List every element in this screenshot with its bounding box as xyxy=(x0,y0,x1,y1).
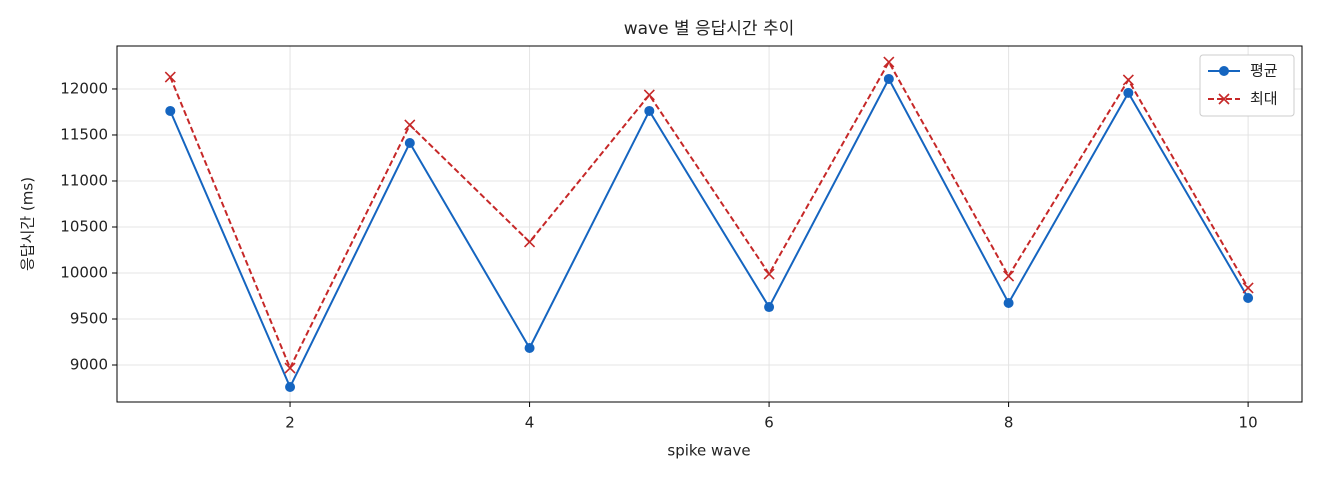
x-tick-label: 6 xyxy=(764,414,774,432)
marker-point xyxy=(644,105,655,116)
legend-label: 최대 xyxy=(1250,90,1278,108)
marker-point xyxy=(1003,297,1014,308)
marker-point xyxy=(1219,66,1229,76)
legend-box xyxy=(1199,54,1295,117)
marker-point xyxy=(165,105,176,116)
marker-x xyxy=(763,268,775,280)
y-tick-label: 11500 xyxy=(60,125,108,143)
x-tick-label: 8 xyxy=(1004,414,1014,432)
marker-point xyxy=(404,137,415,148)
chart-title: wave 별 응답시간 추이 xyxy=(624,19,795,39)
marker-point xyxy=(883,73,894,84)
y-axis-label: 응답시간 (ms) xyxy=(19,177,37,271)
y-tick-label: 10000 xyxy=(60,263,108,281)
marker-x xyxy=(1242,282,1254,294)
x-tick-label: 10 xyxy=(1239,414,1258,432)
legend-label: 평균 xyxy=(1250,62,1278,80)
marker-x xyxy=(883,56,895,68)
y-tick-label: 11000 xyxy=(60,171,108,189)
series-line xyxy=(169,76,1249,390)
marker-x xyxy=(1218,93,1230,105)
x-tick-label: 2 xyxy=(285,414,295,432)
series-line xyxy=(169,59,1249,371)
marker-x xyxy=(523,236,536,248)
marker-point xyxy=(285,382,296,393)
marker-x xyxy=(643,89,655,101)
y-tick-label: 12000 xyxy=(60,79,108,97)
marker-x xyxy=(404,119,416,131)
x-axis-label: spike wave xyxy=(667,442,750,460)
marker-x xyxy=(164,71,176,83)
marker-x xyxy=(284,362,296,374)
y-tick-label: 9500 xyxy=(70,310,108,328)
marker-x xyxy=(1003,270,1015,282)
plot-frame xyxy=(116,45,1303,403)
y-tick-label: 9000 xyxy=(70,356,108,374)
marker-point xyxy=(1123,87,1134,98)
marker-point xyxy=(1243,293,1254,304)
y-tick-label: 10500 xyxy=(60,217,108,235)
marker-x xyxy=(1122,74,1134,86)
x-tick-label: 4 xyxy=(525,414,535,432)
marker-point xyxy=(764,302,775,313)
marker-point xyxy=(524,342,535,353)
